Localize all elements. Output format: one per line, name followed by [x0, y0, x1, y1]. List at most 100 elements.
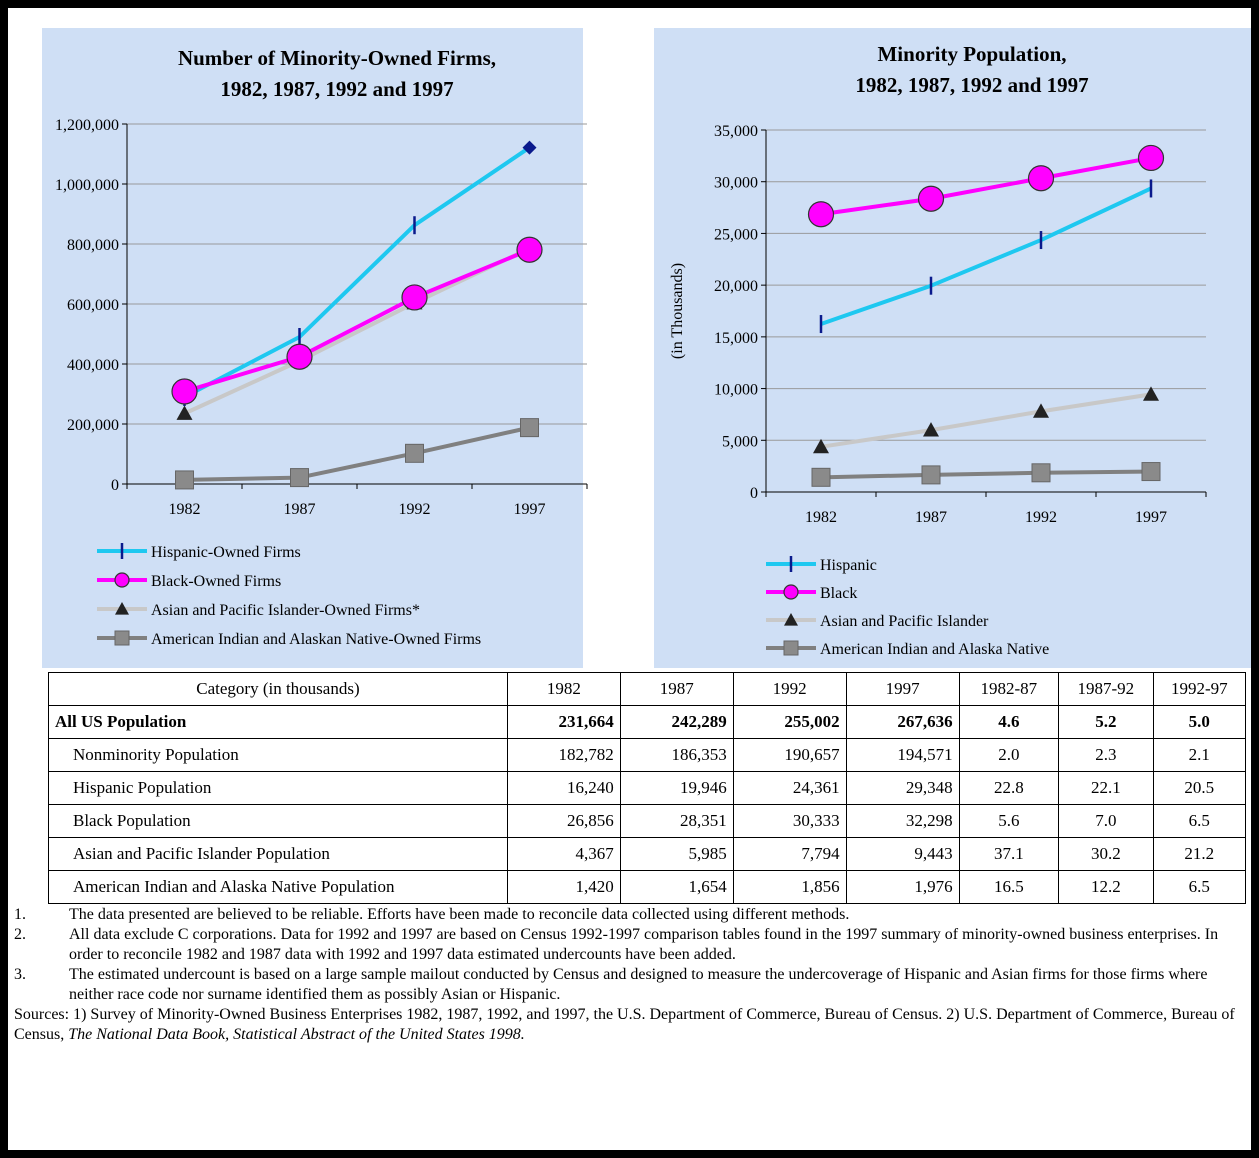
series-point — [405, 443, 424, 463]
table-cell: 267,636 — [845, 705, 960, 739]
series-line-2 — [820, 392, 1152, 449]
table-cell: 7,794 — [732, 837, 847, 871]
table-row: Asian and Pacific Islander Population 4,3… — [48, 837, 1247, 871]
table-cell: 19,946 — [619, 771, 734, 805]
table-cell: 4.6 — [958, 705, 1060, 739]
table-cell: 22.8 — [958, 771, 1060, 805]
table-header-cell: 1992 — [732, 672, 847, 706]
table-cell: 186,353 — [619, 738, 734, 772]
table-header-cell: 1987 — [619, 672, 734, 706]
y-tick-label: 25,000 — [714, 226, 758, 243]
table-header-cell: 1992-97 — [1152, 672, 1247, 706]
table-cell: 28,351 — [619, 804, 734, 838]
table-cell: 1,856 — [732, 870, 847, 904]
chart-panel-minority-firms: Number of Minority-Owned Firms, 1982, 198… — [42, 28, 588, 668]
legend-label: Hispanic — [820, 557, 877, 574]
footnote: 3. The estimated undercount is based on a… — [14, 965, 1244, 1005]
sources-italic: The National Data Book, Statistical Abst… — [68, 1026, 525, 1043]
y-tick-label: 200,000 — [67, 417, 119, 434]
x-tick-label: 1987 — [915, 509, 947, 526]
legend-label: Asian and Pacific Islander — [820, 613, 989, 630]
chart-body: Minority Population, 1982, 1987, 1992 and… — [669, 42, 1207, 658]
legend-marker — [114, 630, 130, 646]
table-cell: 16.5 — [958, 870, 1060, 904]
series-point — [1141, 462, 1161, 482]
table-cell: 16,240 — [506, 771, 621, 805]
series-point — [176, 405, 193, 420]
table-row: All US Population 231,664 242,289 255,002 26… — [48, 705, 1247, 739]
series-line-0 — [820, 186, 1152, 326]
table-cell: 22.1 — [1058, 771, 1154, 805]
series-point — [401, 284, 428, 311]
table-row-label: Nonminority Population — [48, 738, 508, 772]
table-cell: 194,571 — [845, 738, 960, 772]
table-row: Nonminority Population 182,782 186,353 190,… — [48, 738, 1247, 772]
y-tick-label: 1,000,000 — [55, 177, 119, 194]
legend-marker — [114, 572, 130, 588]
table-row-label: Asian and Pacific Islander Population — [48, 837, 508, 871]
chart-body: Number of Minority-Owned Firms, 1982, 198… — [55, 46, 588, 648]
table-row-label: All US Population — [48, 705, 508, 739]
table-cell: 12.2 — [1058, 870, 1154, 904]
table-row: Hispanic Population 16,240 19,946 24,361 29,… — [48, 771, 1247, 805]
chart-title: Minority Population, — [877, 42, 1066, 66]
footnote: 1. The data presented are believed to be … — [14, 905, 1244, 925]
series-point — [171, 378, 198, 405]
series-line-3 — [184, 425, 530, 482]
table-header-cell: 1982-87 — [958, 672, 1060, 706]
footnote-number: 2. — [14, 926, 26, 943]
series-line-0 — [183, 145, 531, 399]
table-cell: 231,664 — [506, 705, 621, 739]
table-cell: 242,289 — [619, 705, 734, 739]
y-tick-label: 10,000 — [714, 382, 758, 399]
table-cell: 20.5 — [1152, 771, 1247, 805]
table-cell: 255,002 — [732, 705, 847, 739]
y-tick-label: 15,000 — [714, 330, 758, 347]
series-point — [921, 465, 941, 485]
series-point — [520, 418, 539, 438]
legend-marker — [115, 602, 129, 615]
legend-label: American Indian and Alaska Native — [820, 641, 1049, 658]
series-point — [813, 438, 829, 454]
y-tick-label: 1,200,000 — [55, 117, 119, 134]
chart-subtitle: 1982, 1987, 1992 and 1997 — [855, 73, 1088, 97]
series-point — [1143, 386, 1159, 401]
table-cell: 6.5 — [1152, 870, 1247, 904]
series-point — [290, 468, 309, 488]
legend-label: Black — [820, 585, 857, 602]
legend-label: Asian and Pacific Islander-Owned Firms* — [151, 602, 420, 619]
table-cell: 32,298 — [845, 804, 960, 838]
y-tick-label: 35,000 — [714, 123, 758, 140]
table-cell: 24,361 — [732, 771, 847, 805]
table-cell: 5.2 — [1058, 705, 1154, 739]
table-header-cell: Category (in thousands) — [48, 672, 508, 706]
series-point — [175, 470, 194, 490]
footnote-text: The estimated undercount is based on a l… — [69, 966, 1208, 1003]
table-row: Black Population 26,856 28,351 30,333 32,298… — [48, 804, 1247, 838]
series-point — [516, 236, 543, 263]
legend-marker — [783, 640, 799, 656]
chart-subtitle: 1982, 1987, 1992 and 1997 — [220, 77, 453, 101]
x-tick-label: 1987 — [284, 501, 316, 518]
table-cell: 1,420 — [506, 870, 621, 904]
y-tick-label: 600,000 — [67, 297, 119, 314]
table-header-cell: 1997 — [845, 672, 960, 706]
series-point — [1033, 403, 1049, 418]
sources-text: Sources: 1) Survey of Minority-Owned Bus… — [14, 1005, 1244, 1045]
chart-title: Number of Minority-Owned Firms, — [178, 46, 496, 70]
series-point — [1031, 463, 1051, 483]
table-cell: 37.1 — [958, 837, 1060, 871]
footnote-text: The data presented are believed to be re… — [69, 906, 850, 923]
table-row-label: Black Population — [48, 804, 508, 838]
table-row: American Indian and Alaska Native Popula… — [48, 870, 1247, 904]
y-axis-label: (in Thousands) — [669, 263, 686, 359]
table-cell: 5,985 — [619, 837, 734, 871]
x-tick-label: 1982 — [169, 501, 201, 518]
footnote-number: 3. — [14, 966, 26, 983]
table-header-cell: 1982 — [506, 672, 621, 706]
table-cell: 190,657 — [732, 738, 847, 772]
x-tick-label: 1997 — [1135, 509, 1167, 526]
table-row-label: Hispanic Population — [48, 771, 508, 805]
table-cell: 30,333 — [732, 804, 847, 838]
table-cell: 2.3 — [1058, 738, 1154, 772]
